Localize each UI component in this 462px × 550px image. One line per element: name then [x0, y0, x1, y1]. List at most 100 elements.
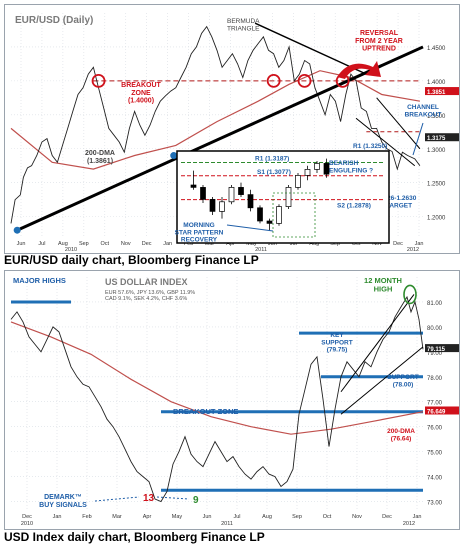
y-tick-label: 1.3000: [427, 148, 446, 154]
x-tick-label-line: Dec: [382, 514, 392, 520]
currency-weights: EUR 57.6%, JPY 13.6%, GBP 11.9% CAD 9.1%,…: [105, 290, 195, 302]
usd-index-caption: USD Index daily chart, Bloomberg Finance…: [4, 530, 265, 544]
usd-index-chart: 73.00 74.00 75.00 76.00 77.00 78.00 79.00 80.00…: [10, 276, 459, 527]
y-tick-label: 75.00: [427, 451, 443, 457]
y-tick-label: 80.00: [427, 326, 443, 332]
demark-count-13: 13: [143, 493, 155, 504]
x-tick-label: Jul: [38, 241, 45, 247]
breakout-zone-label-line: ZONE: [131, 90, 151, 97]
inset-candle: [257, 207, 263, 222]
inset-r1-label: R1 (1.3187): [255, 156, 289, 163]
x-tick-label-line: Jan: [413, 514, 422, 520]
highlight-circle: [297, 73, 312, 88]
x-tick-label: Feb: [184, 241, 193, 247]
eurusd-chart-panel: 1.2000 1.2500 1.3000 1.3500 1.4000 1.4500 Jun J…: [4, 4, 460, 254]
price-tag: [425, 344, 459, 353]
r1-main-label: R1 (1.3250): [353, 143, 387, 150]
highlight-circle: [403, 284, 417, 305]
inset-s2-label: S2 (1.2878): [337, 203, 371, 210]
y-tick-label-line: 1.3000: [427, 148, 446, 154]
demark-count-13-line: 13: [143, 493, 155, 504]
inset-candle: [190, 184, 197, 188]
trendline-uptrend: [16, 45, 424, 232]
x-tick-label: Feb: [82, 514, 91, 520]
x-tick-label: Mar: [112, 514, 122, 520]
reversal-label-line: REVERSAL: [360, 30, 399, 37]
inset-candle: [295, 175, 301, 188]
year-label-line: 2011: [221, 521, 233, 527]
reversal-label-line: FROM 2 YEAR: [355, 38, 403, 45]
trendline-channel-lower: [355, 117, 416, 167]
price-tag: [425, 87, 459, 96]
x-tick-label: Jan: [415, 241, 424, 247]
trendline-channel-lower: [340, 346, 424, 415]
year-label-line: 2012: [407, 247, 419, 253]
x-tick-label-line: Aug: [262, 514, 272, 520]
touch-point-dot: [13, 226, 21, 234]
x-tick-label-line: Jul: [233, 514, 240, 520]
support-label-line: SUPPORT: [387, 374, 418, 381]
y-tick-label-line: 79.00: [427, 351, 443, 357]
demark-label-line: BUY SIGNALS: [39, 502, 87, 509]
chart-title: EUR/USD (Daily): [15, 15, 93, 26]
x-tick-label-line: Jun: [268, 241, 277, 247]
x-tick-label: Nov: [352, 514, 362, 520]
inset-s1-label: S1 (1.3077): [257, 169, 291, 176]
dma-label: 200-DMA (76.64): [387, 428, 415, 442]
x-tick-label: Nov: [121, 241, 131, 247]
x-tick-label: Dec: [382, 514, 392, 520]
x-tick-label-line: Oct: [323, 514, 332, 520]
x-tick-label-line: Sep: [79, 241, 89, 247]
x-tick-label-line: Oct: [352, 241, 361, 247]
price-tag-label: 79.115: [427, 347, 446, 353]
x-tick-label-line: Feb: [82, 514, 91, 520]
year-label: 2012: [407, 247, 419, 253]
inset-bearish-label: BEARISH ENGULFING ?: [329, 160, 373, 174]
bermuda-triangle-label: BERMUDA TRIANGLE: [227, 18, 260, 32]
price-tag: [425, 133, 459, 142]
price-tag-label-line: 1.3175: [427, 136, 446, 142]
y-tick-label-line: 1.4500: [427, 46, 446, 52]
key-support-label-line: KEY: [330, 332, 344, 339]
y-tick-label: 77.00: [427, 401, 443, 407]
x-tick-label-line: Jan: [415, 241, 424, 247]
year-label-line: 2012: [403, 521, 415, 527]
highlight-circle: [91, 73, 106, 88]
year-label: 2011: [221, 521, 233, 527]
x-tick-label: Jan: [413, 514, 422, 520]
x-tick-label: Oct: [323, 514, 332, 520]
inset-candle: [266, 220, 273, 224]
inset-candle: [200, 187, 206, 200]
usd-index-chart-panel: 73.00 74.00 75.00 76.00 77.00 78.00 79.00 80.00…: [4, 270, 460, 530]
y-tick-label: 1.2500: [427, 182, 446, 188]
x-tick-label-line: Dec: [142, 241, 152, 247]
x-tick-label-line: Nov: [372, 241, 382, 247]
y-tick-label: 81.00: [427, 301, 443, 307]
moving-average-line: [10, 321, 424, 435]
inset-bearish-label-line: BEARISH: [329, 160, 359, 167]
demark-label-line: DEMARK™: [44, 494, 82, 501]
dma-label-line: 200-DMA: [85, 150, 115, 157]
x-tick-label: Aug: [262, 514, 272, 520]
r1-main-label-line: R1 (1.3250): [353, 143, 387, 150]
y-tick-label-line: 1.3500: [427, 114, 446, 120]
breakout-zone-label-line: BREAKOUT: [121, 82, 161, 89]
inset-candle: [285, 187, 292, 207]
x-tick-label: Sep: [79, 241, 89, 247]
year-label: 2010: [21, 521, 33, 527]
inset-candle: [228, 187, 235, 203]
inset-morning-star-label-line: STAR PATTERN: [175, 229, 224, 236]
x-tick-label: Jan: [163, 241, 172, 247]
inset-candle: [238, 187, 244, 195]
support-label: SUPPORT (78.00): [387, 374, 418, 388]
x-tick-label: May: [172, 514, 183, 520]
x-tick-label-line: Aug: [309, 241, 319, 247]
major-highs-label: MAJOR HIGHS: [13, 276, 66, 285]
x-tick-label-line: Mar: [205, 241, 215, 247]
x-tick-label: Dec: [393, 241, 403, 247]
inset-candle: [276, 206, 282, 224]
y-tick-label: 78.00: [427, 376, 443, 382]
key-support-label-line: (79.75): [327, 347, 348, 354]
x-tick-label: Jul: [233, 514, 240, 520]
breakout-zone-label-line: BREAKOUT ZONE: [173, 407, 238, 416]
